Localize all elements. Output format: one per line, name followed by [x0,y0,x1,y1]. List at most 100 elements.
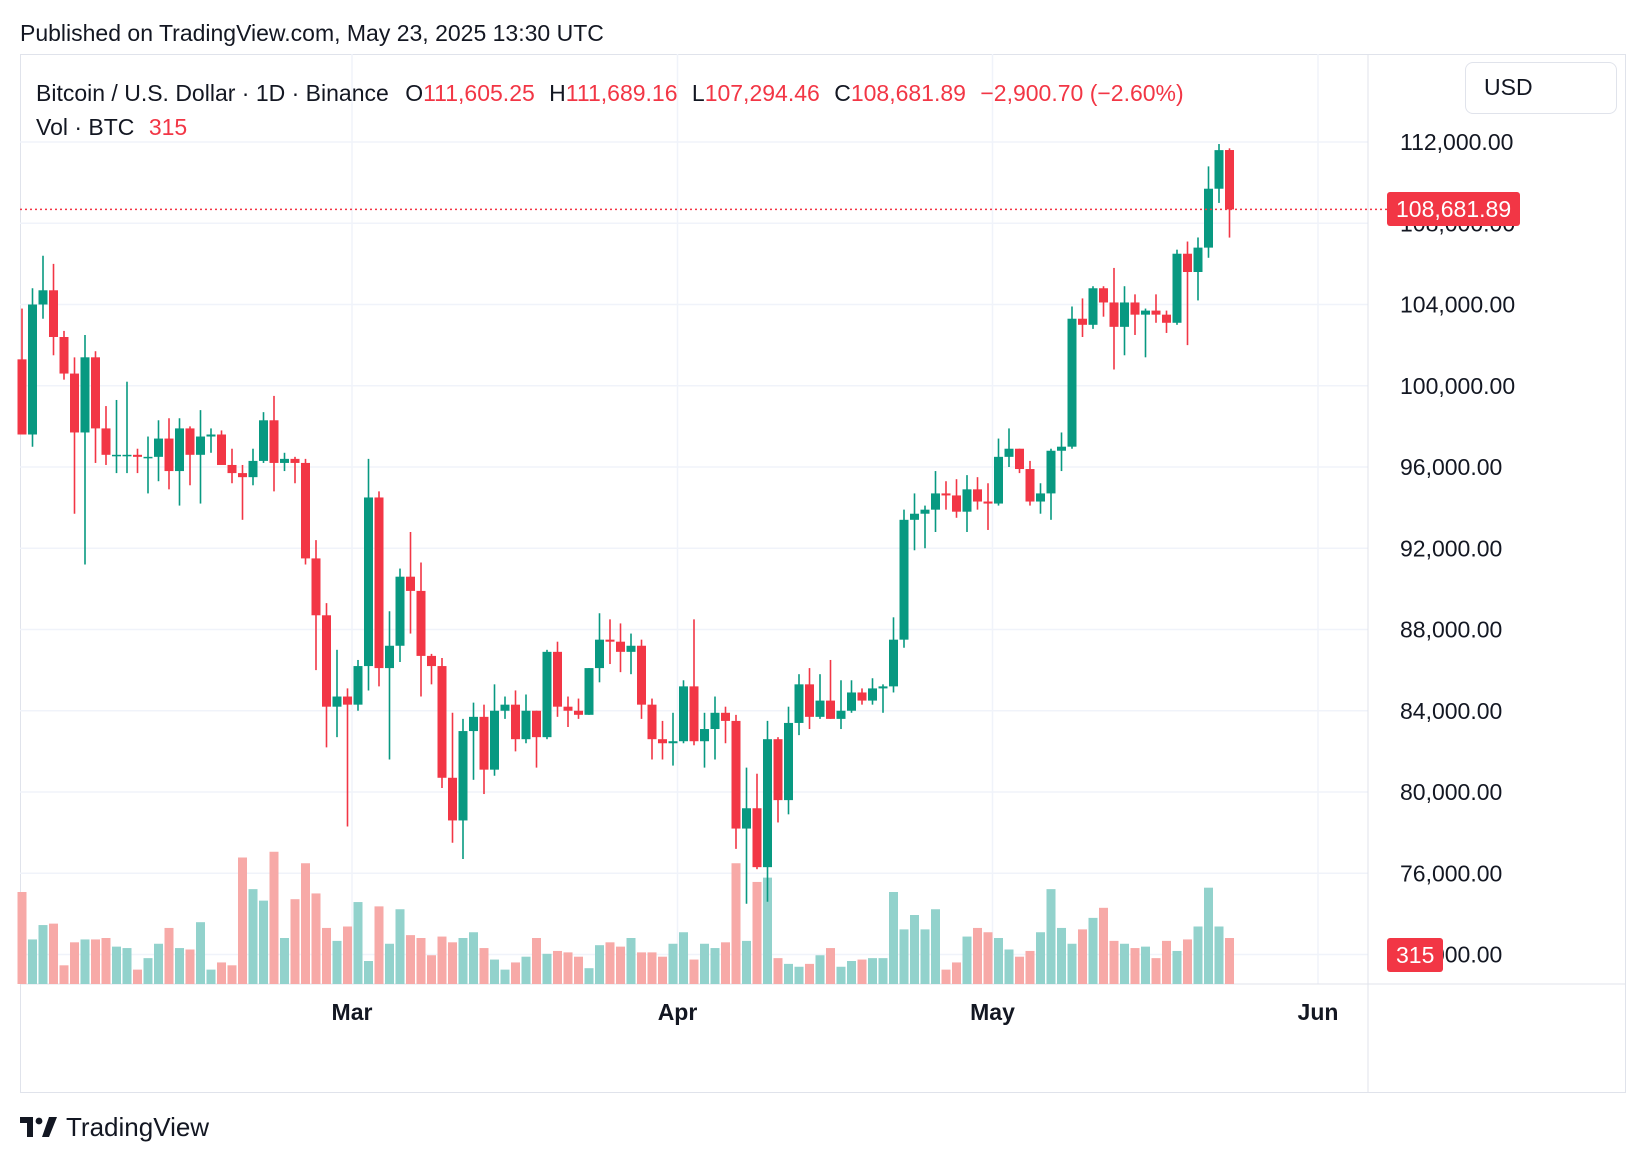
volume-bar [1057,927,1066,984]
volume-bar [91,939,100,984]
volume-bar [962,936,972,984]
candle-body [112,454,121,457]
volume-bar [427,955,436,984]
candle-body [500,704,510,711]
candle-body [248,460,258,478]
candle-body [59,337,69,374]
y-tick-label: 104,000.00 [1400,292,1515,318]
volume-bar [500,969,510,984]
candle-body [878,686,888,689]
tradingview-logo[interactable]: TradingView [20,1112,209,1143]
volume-bar [206,969,216,984]
change-value: −2,900.70 (−2.60%) [980,80,1184,106]
candle-body [563,706,573,711]
high-value: 111,689.16 [565,80,678,106]
candle-body [469,716,478,732]
candle-body [899,519,909,640]
volume-label[interactable]: Vol · BTC [36,114,135,140]
volume-bar [878,958,888,984]
volume-bar [511,962,520,984]
candle-body [542,651,552,738]
volume-bar [353,902,363,984]
candle-body [1151,310,1161,315]
volume-bar [154,943,163,984]
candle-body [437,666,447,778]
candle-body [616,641,625,652]
volume-bar [994,938,1003,984]
volume-bar [658,956,667,984]
volume-bar [910,915,919,984]
volume-bar [280,938,289,984]
volume-bar [364,961,373,984]
candle-body [700,729,709,742]
volume-bar [857,959,867,984]
volume-bar [406,935,415,984]
volume-bar [721,942,730,984]
volume-value: 315 [148,114,188,140]
volume-bar [941,969,951,984]
candle-body [374,497,384,669]
volume-bar [647,952,657,984]
volume-bar [1183,939,1192,984]
volume-bar [731,863,741,984]
volume-bar [133,969,142,984]
candle-body [658,739,667,744]
candle-body [1183,253,1192,272]
volume-bar [595,945,604,984]
y-tick-label: 92,000.00 [1400,535,1502,561]
volume-bar [542,953,552,984]
candle-body [1204,188,1213,248]
candle-body [385,645,394,669]
y-tick-label: 96,000.00 [1400,454,1502,480]
volume-bar [836,966,846,984]
candle-body [322,615,331,707]
volume-bar [311,893,321,984]
candle-body [962,489,972,512]
candle-body [133,454,142,457]
volume-bar [1225,938,1234,984]
y-tick-label: 84,000.00 [1400,698,1502,724]
volume-bars [17,851,1234,984]
candle-body [1078,318,1087,325]
volume-bar [1204,887,1213,984]
candle-body [1109,302,1119,327]
candle-body [805,684,814,717]
candles [17,144,1234,904]
volume-bar [805,963,814,984]
volume-bar [689,959,699,984]
volume-bar [374,906,384,984]
volume-bar [1036,932,1045,984]
candle-body [196,436,205,455]
candle-body [1162,314,1171,323]
candle-body [773,739,783,801]
volume-bar [28,939,37,984]
volume-bar [1078,929,1087,984]
volume-bar [815,955,825,984]
candle-body [857,692,867,701]
chart-frame[interactable] [20,54,1626,1093]
currency-button[interactable]: USD [1465,62,1617,114]
candle-body [448,777,457,821]
volume-bar [1109,940,1119,984]
volume-bar [1193,926,1203,984]
candle-body [280,458,289,463]
candle-body [490,710,499,770]
candle-body [1120,302,1129,327]
volume-bar [112,946,121,984]
tradingview-logo-icon [20,1116,57,1137]
candle-body [994,456,1003,504]
symbol-label[interactable]: Bitcoin / U.S. Dollar · 1D · Binance [36,80,389,106]
volume-bar [416,938,426,984]
candle-body [332,696,342,707]
high-label: H [549,80,566,106]
candle-body [815,700,825,717]
volume-bar [1004,949,1014,984]
volume-bar [700,943,709,984]
candle-body [836,710,846,719]
candle-body [752,808,762,868]
candle-body [259,420,268,461]
candle-body [983,501,993,504]
x-tick-label: Jun [1298,999,1339,1025]
volume-bar [868,958,877,984]
